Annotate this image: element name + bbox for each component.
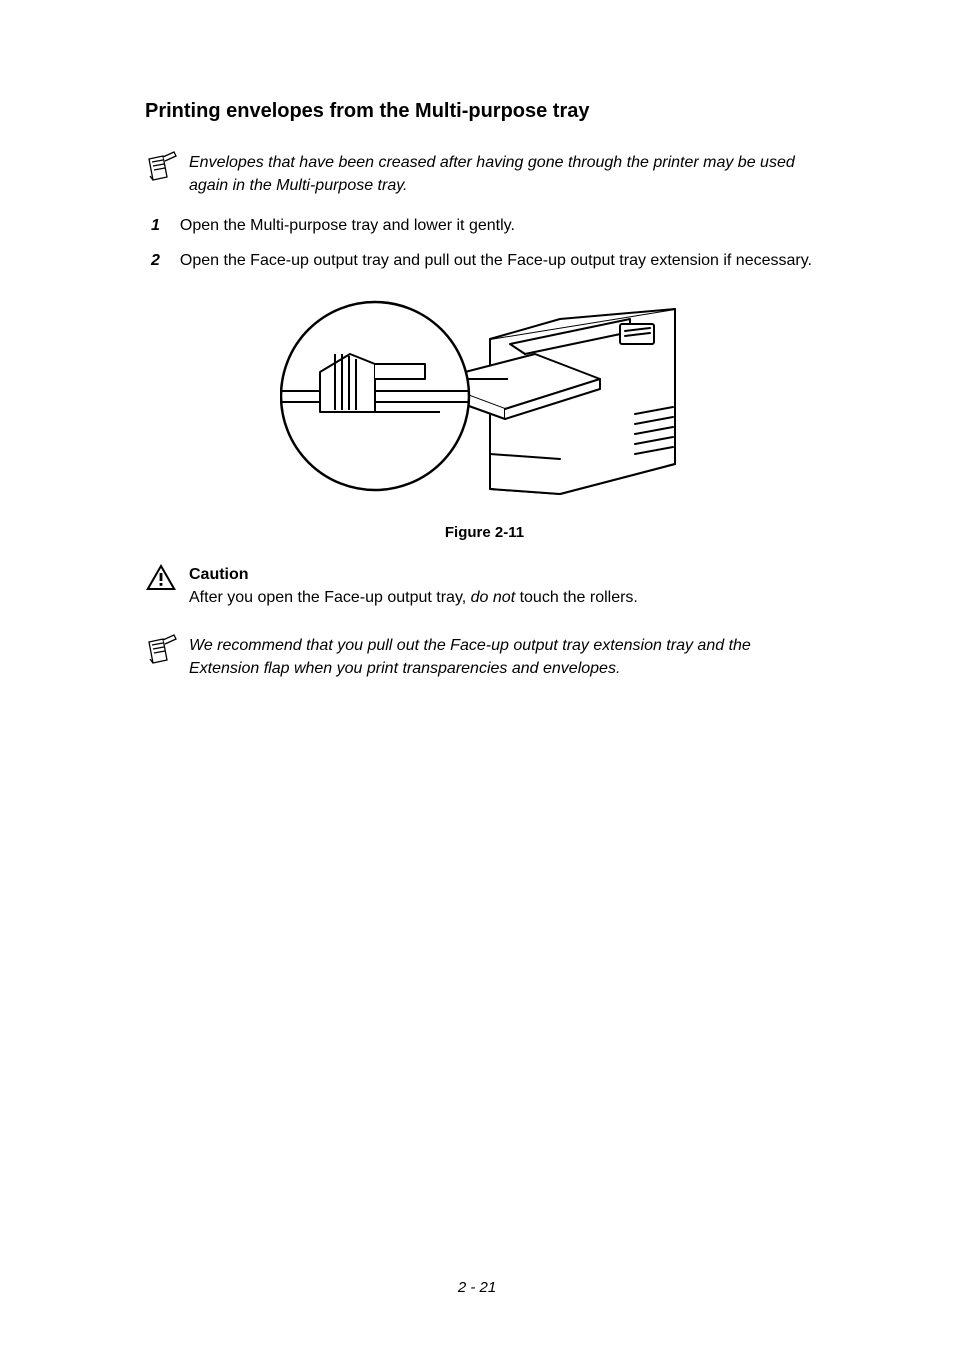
note-top: Envelopes that have been creased after h… [145,151,824,197]
notepad-icon [145,634,189,673]
page: Printing envelopes from the Multi-purpos… [0,0,954,1351]
figure-caption: Figure 2-11 [145,524,824,541]
step-1-number: 1 [151,215,160,237]
note-bottom: We recommend that you pull out the Face-… [145,634,824,680]
note-bottom-text: We recommend that you pull out the Face-… [189,634,824,680]
caution-body-ital: do not [471,589,515,606]
notepad-icon [145,151,189,190]
caution-text: Caution After you open the Face-up outpu… [189,563,824,609]
note-top-text: Envelopes that have been creased after h… [189,151,824,197]
caution-body-plain: After you open the Face-up output tray, [189,589,471,606]
page-number: 2 - 21 [0,1279,954,1296]
caution-body-tail: touch the rollers. [515,589,638,606]
step-2-number: 2 [151,250,160,272]
warning-icon [145,563,189,596]
step-2: 2 Open the Face-up output tray and pull … [151,250,824,272]
caution-block: Caution After you open the Face-up outpu… [145,563,824,609]
section-heading: Printing envelopes from the Multi-purpos… [145,100,824,123]
step-2-text: Open the Face-up output tray and pull ou… [180,250,812,272]
printer-illustration [280,284,690,514]
step-1: 1 Open the Multi-purpose tray and lower … [151,215,824,237]
caution-label: Caution [189,566,249,583]
step-1-text: Open the Multi-purpose tray and lower it… [180,215,515,237]
